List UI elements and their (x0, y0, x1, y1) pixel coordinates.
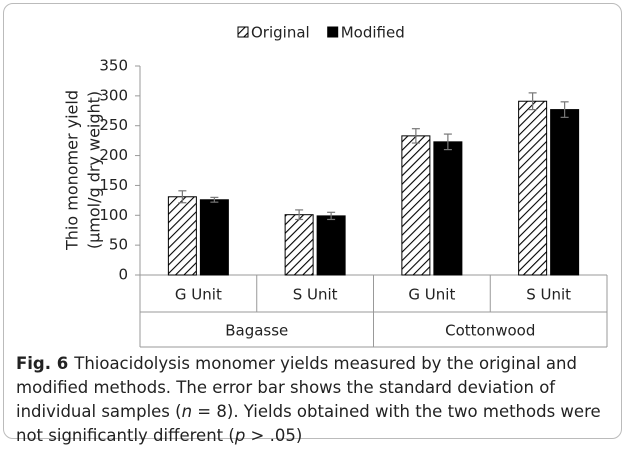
legend-label: Modified (341, 24, 405, 42)
y-tick-label: 100 (99, 206, 128, 224)
legend-swatch (327, 26, 339, 38)
bar (401, 135, 431, 276)
error-bar (528, 92, 537, 111)
bar (199, 199, 229, 276)
bar (433, 141, 463, 276)
bar (284, 214, 314, 276)
error-bar (327, 211, 336, 221)
y-tick-label: 250 (99, 116, 128, 134)
y-tick-label: 0 (118, 266, 128, 284)
caption-text: > .05) (245, 426, 303, 445)
error-bar (560, 101, 569, 118)
caption-text: = 8). Yields obtained with the two metho… (16, 402, 601, 445)
y-tick-label: 150 (99, 176, 128, 194)
error-bar (411, 128, 420, 144)
y-tick-label: 350 (99, 57, 128, 75)
bar (518, 100, 548, 276)
error-bar (210, 196, 219, 203)
group-label: Bagasse (225, 322, 288, 340)
bar (167, 196, 197, 276)
caption: Fig. 6 Thioacidolysis monomer yields meas… (16, 352, 616, 448)
x-tick-label: G Unit (175, 286, 222, 304)
chart: Thio monomer yield (μmol/g dry weight) 0 50… (63, 24, 608, 348)
caption-label: Fig. 6 (16, 354, 69, 373)
y-tick-label: 200 (99, 146, 128, 164)
x-tick-label: G Unit (408, 286, 455, 304)
y-tick-label: 50 (109, 236, 128, 254)
error-bar (295, 209, 304, 221)
y-axis-label: Thio monomer yield (63, 90, 82, 251)
bar (316, 215, 346, 276)
group-label: Cottonwood (445, 322, 535, 340)
y-tick-label: 300 (99, 86, 128, 104)
caption-text: n (181, 402, 193, 421)
y-axis-label: (μmol/g dry weight) (85, 91, 104, 249)
error-bar (443, 133, 452, 151)
legend-swatch (237, 26, 249, 38)
bar (550, 109, 580, 276)
x-tick-label: S Unit (526, 286, 571, 304)
legend-label: Original (251, 24, 310, 42)
caption-text: Thioacidolysis monomer yields measured b… (16, 354, 577, 421)
caption-text: p (234, 426, 246, 445)
x-tick-label: S Unit (293, 286, 338, 304)
figure-frame (3, 3, 622, 439)
error-bar (178, 190, 187, 204)
